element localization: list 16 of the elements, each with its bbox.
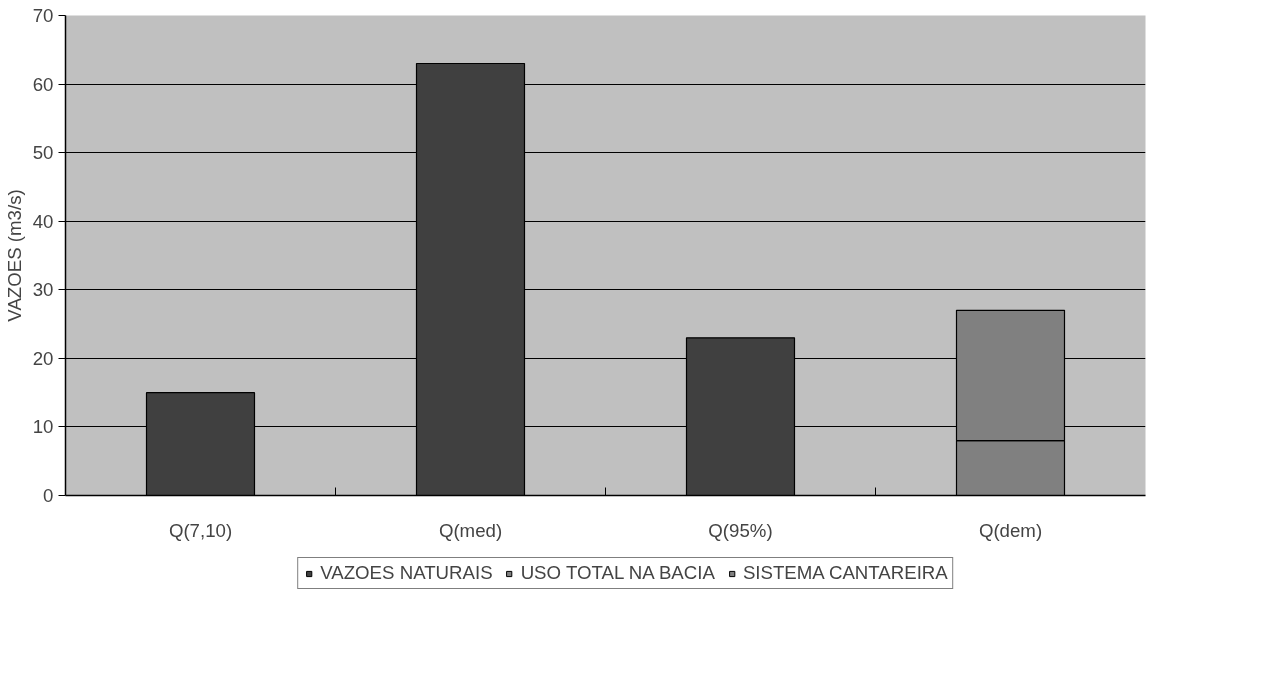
x-tick-label: Q(med) — [438, 519, 503, 541]
legend-label: USO TOTAL NA BACIA — [520, 562, 715, 584]
x-tick-label: Q(95%) — [708, 519, 773, 541]
y-tick-label: 70 — [32, 5, 54, 26]
y-tick-label: 20 — [32, 347, 54, 369]
x-tick-label: Q(7,10) — [168, 519, 233, 541]
y-tick-label: 50 — [32, 142, 54, 164]
y-tick-label: 10 — [32, 416, 54, 438]
y-axis-title: VAZOES (m3/s) — [3, 189, 25, 322]
y-tick-label: 30 — [32, 279, 54, 301]
x-tick-label: Q(dem) — [978, 519, 1043, 541]
y-tick-label: 40 — [32, 210, 54, 232]
y-tick-label: 0 — [43, 485, 54, 506]
legend-label: SISTEMA CANTAREIRA — [742, 562, 948, 584]
legend-label: VAZOES NATURAIS — [320, 562, 493, 584]
y-tick-label: 60 — [32, 73, 54, 95]
